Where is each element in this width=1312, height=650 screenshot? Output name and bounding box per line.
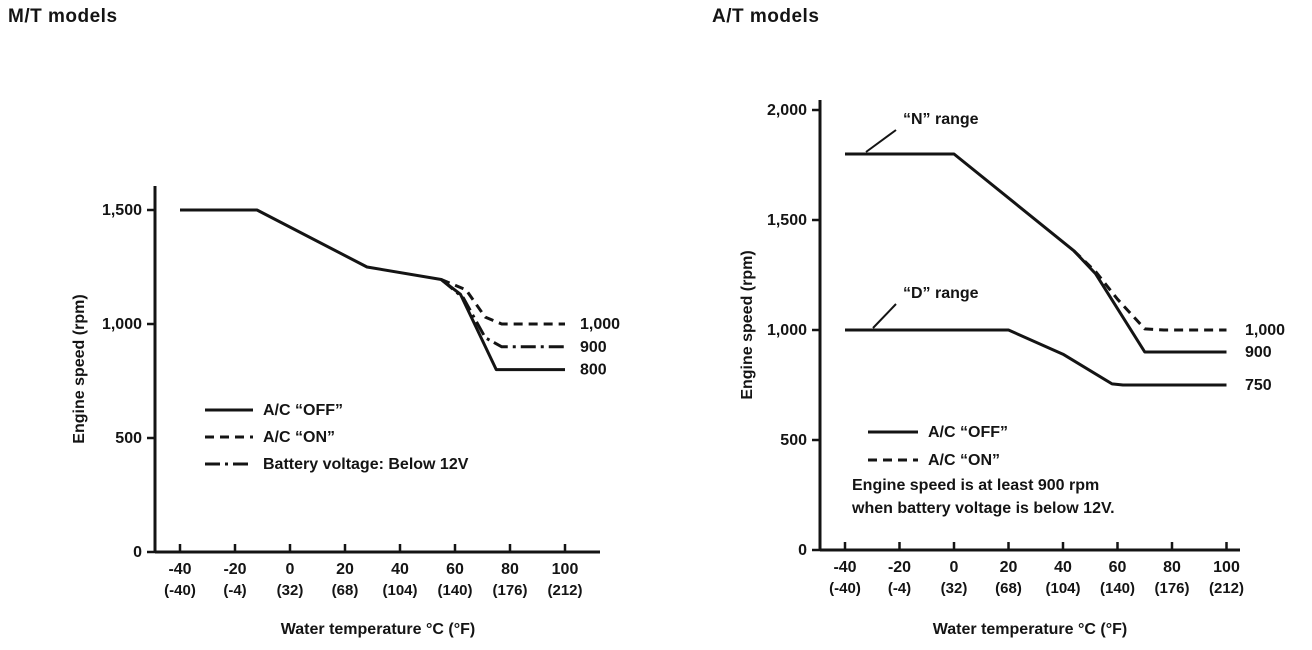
x-tick-label-fahrenheit: (176) (1154, 580, 1189, 597)
x-tick-label-celsius: -40 (168, 561, 191, 578)
series-end-label: 1,000 (1245, 322, 1285, 339)
y-axis-title: Engine speed (rpm) (71, 294, 88, 443)
x-tick-label-fahrenheit: (68) (332, 582, 359, 599)
x-tick-label-fahrenheit: (-40) (829, 580, 861, 597)
legend-label: A/C “OFF” (263, 402, 343, 419)
at-chart-title: A/T models (712, 6, 820, 27)
y-tick-label: 0 (133, 544, 142, 561)
y-tick-label: 1,000 (102, 316, 142, 333)
annotation-label: “N” range (903, 111, 979, 128)
mt-chart-title: M/T models (8, 6, 118, 27)
x-tick-label-celsius: 60 (1109, 559, 1127, 576)
x-tick-label-celsius: 100 (552, 561, 579, 578)
y-tick-label: 1,500 (102, 202, 142, 219)
mt-engine-speed-chart: 0 500 1,000 1,500 -40 (-40) -20 (-4) 0 (32) 20 (68)… (71, 186, 620, 638)
y-tick-label: 2,000 (767, 102, 807, 119)
x-tick-label-celsius: 0 (286, 561, 295, 578)
x-tick-label-celsius: 80 (1163, 559, 1181, 576)
x-tick-label-celsius: 0 (950, 559, 959, 576)
x-tick-label-celsius: 100 (1213, 559, 1240, 576)
note-line: when battery voltage is below 12V. (851, 500, 1115, 517)
x-tick-label-celsius: -40 (833, 559, 856, 576)
annotation-leader-line (865, 129, 897, 153)
series-line-dashed (440, 278, 565, 326)
y-tick-label: 500 (115, 430, 142, 447)
x-tick-label-fahrenheit: (-40) (164, 582, 196, 599)
x-tick-label-celsius: 20 (1000, 559, 1018, 576)
series-line-solid (845, 328, 1227, 387)
annotation-label: “D” range (903, 285, 979, 302)
x-tick-label-celsius: 40 (1054, 559, 1072, 576)
legend-label: A/C “OFF” (928, 424, 1008, 441)
series-end-label: 1,000 (580, 316, 620, 333)
y-axis-title: Engine speed (rpm) (739, 250, 756, 399)
legend-label: A/C “ON” (928, 452, 1000, 469)
series-end-label: 900 (580, 339, 607, 356)
series-line-solid (845, 152, 1227, 354)
series-end-label: 900 (1245, 344, 1272, 361)
at-engine-speed-chart: 0 500 1,000 1,500 2,000 -40 (-40) -20 (-4) 0 (32) 2… (739, 100, 1285, 638)
x-axis-title: Water temperature °C (°F) (933, 621, 1127, 638)
y-tick-label: 1,500 (767, 212, 807, 229)
x-tick-label-fahrenheit: (68) (995, 580, 1022, 597)
legend-label: A/C “ON” (263, 429, 335, 446)
x-tick-label-fahrenheit: (-4) (223, 582, 246, 599)
x-tick-label-celsius: -20 (888, 559, 911, 576)
x-tick-label-celsius: 20 (336, 561, 354, 578)
y-tick-label: 1,000 (767, 322, 807, 339)
x-axis-title: Water temperature °C (°F) (281, 621, 475, 638)
x-tick-label-fahrenheit: (32) (941, 580, 968, 597)
series-line-dashed (1072, 249, 1227, 332)
series-end-label: 800 (580, 362, 607, 379)
x-tick-label-celsius: 60 (446, 561, 464, 578)
y-tick-label: 0 (798, 542, 807, 559)
note-line: Engine speed is at least 900 rpm (852, 477, 1099, 494)
x-tick-label-celsius: 80 (501, 561, 519, 578)
y-tick-label: 500 (780, 432, 807, 449)
x-tick-label-fahrenheit: (104) (382, 582, 417, 599)
series-line-dashdot (440, 278, 565, 349)
x-tick-label-fahrenheit: (176) (492, 582, 527, 599)
x-tick-label-fahrenheit: (104) (1045, 580, 1080, 597)
x-tick-label-fahrenheit: (140) (437, 582, 472, 599)
legend-label: Battery voltage: Below 12V (263, 456, 469, 473)
x-tick-label-fahrenheit: (-4) (888, 580, 911, 597)
series-end-label: 750 (1245, 377, 1272, 394)
annotation-leader-line (872, 303, 897, 329)
x-tick-label-celsius: -20 (223, 561, 246, 578)
x-tick-label-fahrenheit: (32) (277, 582, 304, 599)
x-tick-label-fahrenheit: (140) (1100, 580, 1135, 597)
x-tick-label-fahrenheit: (212) (1209, 580, 1244, 597)
x-tick-label-fahrenheit: (212) (547, 582, 582, 599)
x-tick-label-celsius: 40 (391, 561, 409, 578)
